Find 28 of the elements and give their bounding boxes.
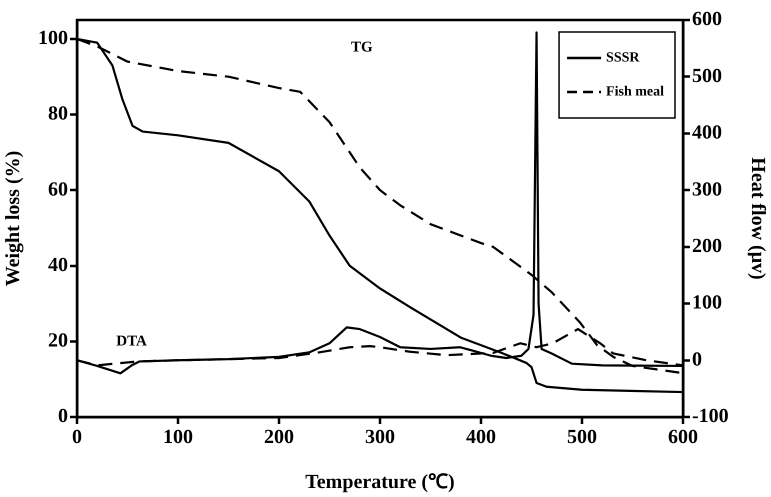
y-tick-label: 60 xyxy=(48,178,68,200)
y2-tick-label: 400 xyxy=(692,122,722,144)
y2-tick-label: 500 xyxy=(692,64,722,87)
x-tick-label: 500 xyxy=(567,426,597,448)
x-tick-label: 600 xyxy=(668,426,698,448)
y-tick-label: 80 xyxy=(48,102,68,125)
y2-tick-label: 300 xyxy=(692,178,722,200)
x-axis-title: Temperature (℃) xyxy=(305,471,455,494)
x-tick-label: 100 xyxy=(163,426,193,448)
x-tick-label: 400 xyxy=(466,426,496,448)
x-tick-label: 300 xyxy=(365,426,395,448)
y2-tick-label: 100 xyxy=(692,292,722,314)
y2-tick-label: -100 xyxy=(692,405,729,428)
annotation: TG xyxy=(350,40,373,56)
y2-tick-label: 200 xyxy=(692,235,722,258)
y-tick-label: 40 xyxy=(48,254,68,276)
y2-tick-label: 600 xyxy=(692,8,722,30)
legend-label: Fish meal xyxy=(606,84,664,100)
y2-axis-title: Heat flow (μv) xyxy=(746,157,769,280)
y-tick-label: 100 xyxy=(38,27,68,50)
x-tick-label: 200 xyxy=(264,426,294,448)
legend-label: SSSR xyxy=(606,50,640,66)
x-tick-label: 0 xyxy=(72,426,82,448)
y-axis-title: Weight loss (%) xyxy=(2,150,24,286)
y-tick-label: 20 xyxy=(48,330,68,352)
y2-tick-label: 0 xyxy=(692,348,702,370)
annotation: DTA xyxy=(116,333,147,350)
y-tick-label: 0 xyxy=(58,405,68,428)
